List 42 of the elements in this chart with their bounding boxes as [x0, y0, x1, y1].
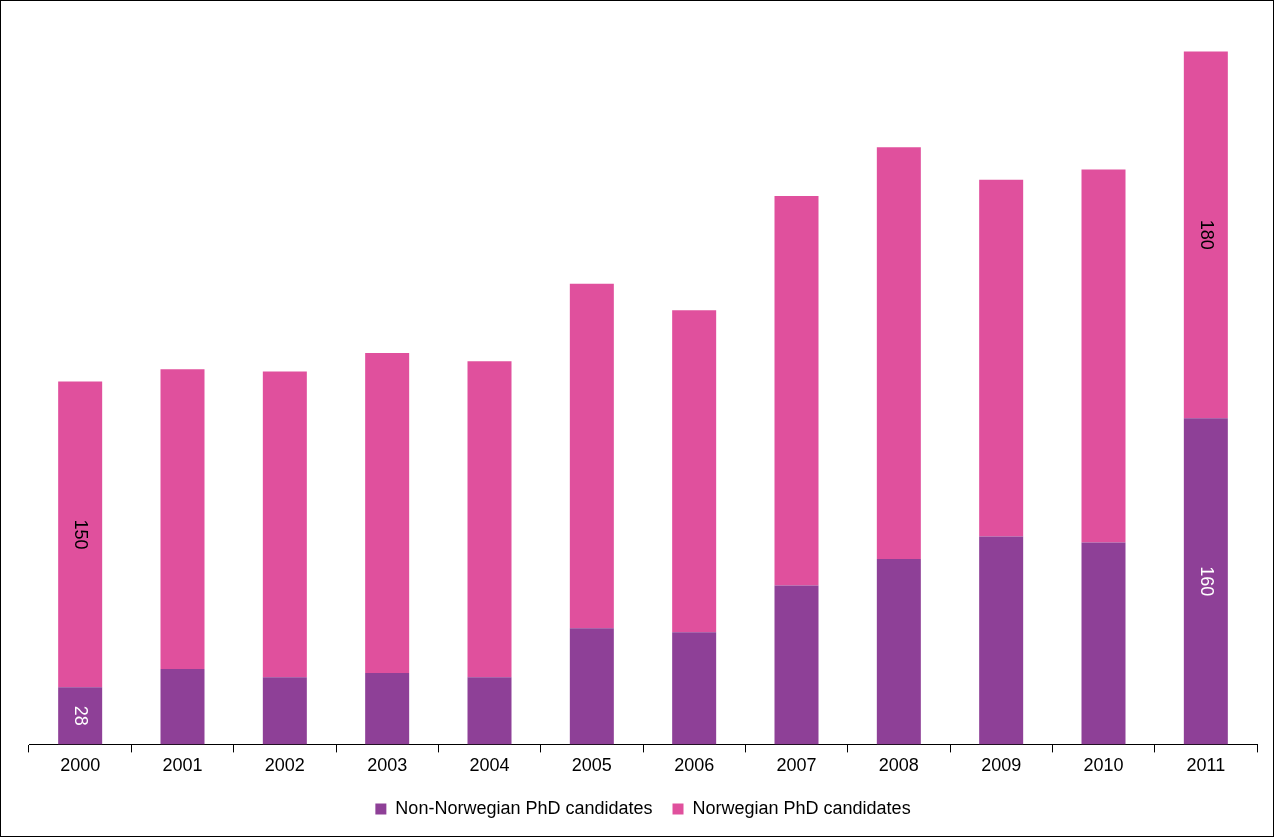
- bar: [262, 677, 307, 745]
- x-tick-label: 2011: [1186, 755, 1226, 776]
- x-tick-label: 2007: [776, 755, 817, 776]
- bar: [365, 673, 410, 745]
- legend-label: Norwegian PhD candidates: [692, 797, 911, 818]
- x-tick-label: 2003: [367, 755, 408, 776]
- bar: [467, 361, 512, 678]
- x-tick-label: 2001: [162, 755, 203, 776]
- data-label: 160: [1196, 566, 1217, 597]
- bar: [1081, 542, 1126, 745]
- bar: [1183, 418, 1228, 745]
- bar: [365, 353, 410, 674]
- data-label: 28: [71, 705, 92, 726]
- x-tick-label: 2006: [674, 755, 715, 776]
- bar: [1081, 169, 1126, 543]
- bar: [1183, 51, 1228, 419]
- bar: [979, 536, 1024, 745]
- bar: [672, 310, 717, 633]
- bar: [569, 283, 614, 629]
- legend-label: Non-Norwegian PhD candidates: [395, 797, 653, 818]
- x-tick-label: 2008: [878, 755, 919, 776]
- bar: [876, 147, 921, 559]
- bar: [58, 687, 103, 745]
- bar: [774, 585, 819, 745]
- bar: [262, 371, 307, 678]
- bar: [876, 558, 921, 745]
- bar: [979, 179, 1024, 537]
- x-tick-label: 2004: [469, 755, 510, 776]
- x-tick-label: 2000: [60, 755, 101, 776]
- bar: [467, 677, 512, 745]
- x-tick-label: 2009: [981, 755, 1022, 776]
- bar: [160, 668, 205, 745]
- x-tick-label: 2005: [571, 755, 612, 776]
- bar: [672, 632, 717, 745]
- bar: [58, 381, 103, 688]
- data-label: 150: [71, 519, 92, 550]
- data-label: 180: [1196, 219, 1217, 250]
- x-tick-label: 2010: [1083, 755, 1124, 776]
- bar: [160, 369, 205, 669]
- x-tick-label: 2002: [264, 755, 305, 776]
- bar: [569, 628, 614, 745]
- bar: [774, 196, 819, 586]
